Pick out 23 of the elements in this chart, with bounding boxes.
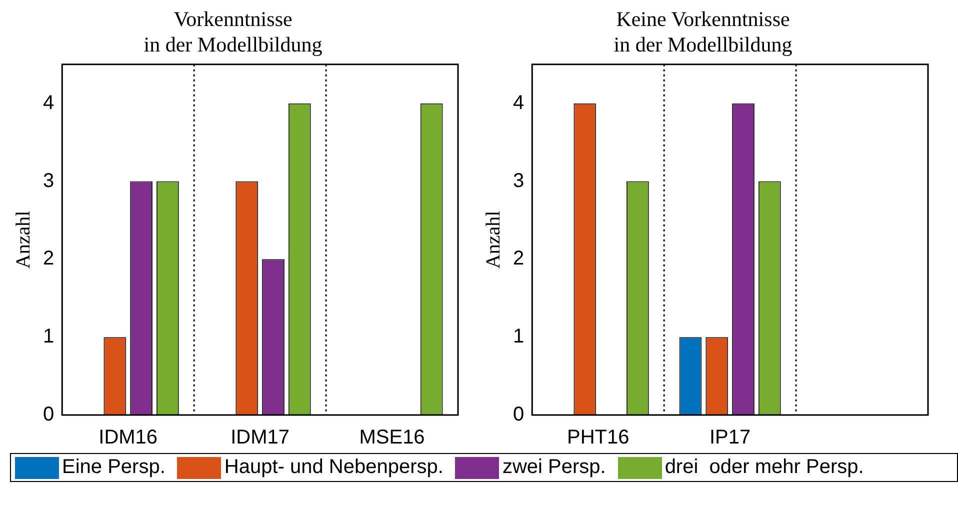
legend-label: Haupt- und Nebenpersp. bbox=[224, 456, 444, 479]
y-axis-title: Anzahl bbox=[12, 210, 34, 269]
y-axis-title: Anzahl bbox=[482, 210, 504, 269]
y-tick-label: 2 bbox=[513, 248, 524, 270]
y-tick-label: 0 bbox=[513, 404, 524, 426]
x-tick-label: IP17 bbox=[709, 426, 751, 449]
chart-title: Keine Vorkenntnisse in der Modellbildung bbox=[614, 7, 793, 56]
y-tick-label: 2 bbox=[43, 248, 54, 270]
y-tick-label: 3 bbox=[513, 170, 524, 192]
legend-label: drei oder mehr Persp. bbox=[664, 456, 864, 479]
x-tick-label: IDM16 bbox=[98, 426, 158, 449]
x-tick-label: PHT16 bbox=[566, 426, 630, 449]
legend-label: zwei Persp. bbox=[502, 456, 606, 479]
y-tick-label: 3 bbox=[43, 170, 54, 192]
y-tick-label: 1 bbox=[513, 326, 524, 348]
y-tick-label: 0 bbox=[43, 404, 54, 426]
x-tick-label: IDM17 bbox=[230, 426, 290, 449]
chart-title: Vorkenntnisse in der Modellbildung bbox=[144, 7, 323, 56]
y-tick-label: 4 bbox=[43, 92, 54, 114]
y-tick-label: 1 bbox=[43, 326, 54, 348]
y-tick-label: 4 bbox=[513, 92, 524, 114]
legend-label: Eine Persp. bbox=[62, 456, 166, 479]
x-tick-label: MSE16 bbox=[359, 426, 425, 449]
